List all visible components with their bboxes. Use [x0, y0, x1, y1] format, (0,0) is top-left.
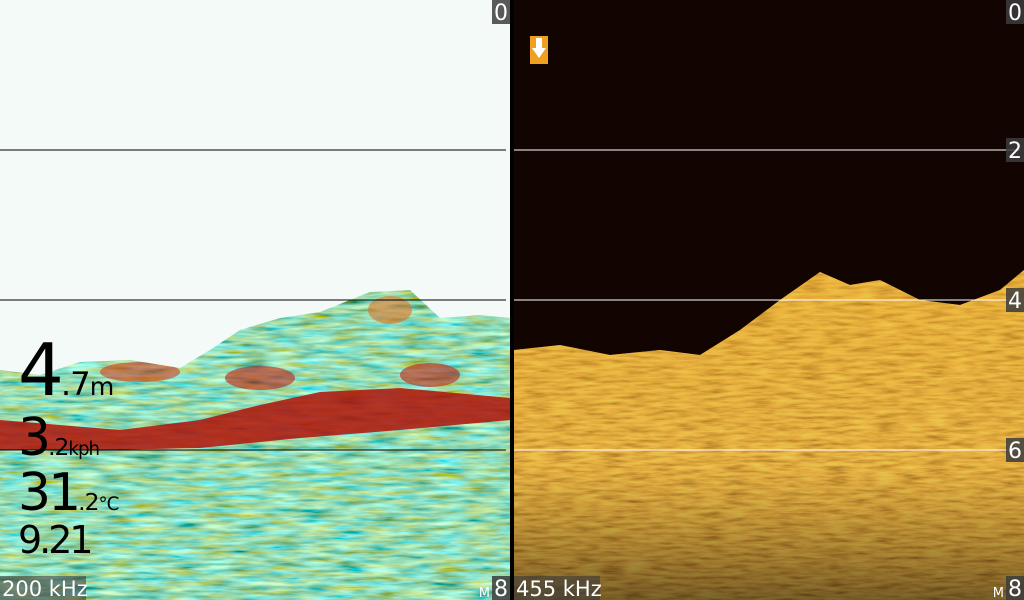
frequency-label: 200 kHz [2, 577, 88, 600]
frequency-label: 455 kHz [516, 577, 602, 600]
readout: 3.2kph [18, 408, 99, 468]
readout: 4.7m [18, 328, 113, 412]
readout: 9.21 [18, 518, 91, 562]
depth-label: 0 [494, 1, 508, 26]
divider [510, 0, 514, 600]
frequency-box [514, 576, 600, 600]
readout-unit: °C [99, 494, 119, 515]
depth-label-box [492, 0, 510, 24]
depth-label: 4 [1008, 289, 1022, 314]
depth-label: 0 [1008, 1, 1022, 26]
readout-value: 9.21 [18, 518, 91, 562]
readout: 31.2°C [18, 463, 119, 523]
depth-label: 2 [1008, 139, 1022, 164]
depth-label-box [492, 576, 510, 600]
depth-unit: M [993, 586, 1004, 600]
depth-label-box [1006, 138, 1024, 162]
readout-fraction: .2 [78, 488, 98, 516]
transducer-icon [530, 36, 548, 64]
readout-fraction: .2 [48, 433, 68, 461]
depth-label-box [1006, 0, 1024, 24]
depth-unit: M [479, 586, 490, 600]
readout-value: 31 [18, 463, 78, 523]
depth-label: 6 [1008, 439, 1022, 464]
depth-label-box [1006, 438, 1024, 462]
readout-value: 3 [18, 408, 48, 468]
readout-unit: kph [68, 439, 99, 460]
readout-fraction: .7 [61, 365, 90, 403]
readout-unit: m [90, 372, 114, 401]
depth-label: 8 [494, 577, 508, 600]
depth-label: 8 [1008, 577, 1022, 600]
depth-label-box [1006, 576, 1024, 600]
frequency-box [0, 576, 86, 600]
depth-label-box [1006, 288, 1024, 312]
readout-value: 4 [18, 328, 61, 412]
right-echo [514, 270, 1024, 600]
